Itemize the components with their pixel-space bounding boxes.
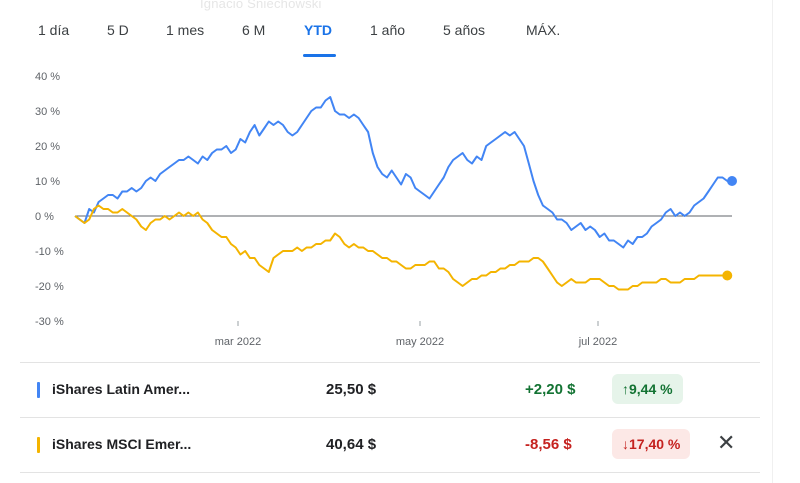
tab-5-d[interactable]: 5 D (107, 22, 129, 38)
series-end-marker (722, 270, 733, 281)
price-change: +2,20 $ (525, 381, 576, 398)
price-change: -8,56 $ (525, 436, 572, 453)
remove-comparison-icon[interactable]: ✕ (717, 430, 736, 455)
y-axis-ticks: 40 % 30 % 20 % 10 % 0 % -10 % -20 % -30 % (35, 71, 64, 328)
author-watermark: Ignacio Sniechowski (200, 0, 322, 11)
arrow-up-icon: ↑ (622, 381, 629, 397)
y-tick-label: -30 % (35, 316, 64, 328)
y-tick-label: 20 % (35, 141, 60, 153)
tab-6-m[interactable]: 6 M (242, 22, 266, 38)
fund-name[interactable]: iShares MSCI Emer... (52, 436, 192, 452)
series-color-swatch (37, 437, 40, 453)
x-axis-ticks: mar 2022 may 2022 jul 2022 (215, 321, 618, 348)
legend-row-latin-america[interactable]: iShares Latin Amer... 25,50 $ +2,20 $ ↑9… (20, 362, 760, 418)
active-tab-underline (303, 54, 336, 57)
tab-1-mes[interactable]: 1 mes (166, 22, 205, 38)
y-tick-label: -20 % (35, 281, 64, 293)
series-line-msci-emerging (74, 204, 728, 291)
tab-1-ano[interactable]: 1 año (370, 22, 406, 38)
y-tick-label: 10 % (35, 176, 60, 188)
percent-change-badge: ↓17,40 % (612, 429, 691, 459)
price-chart: 40 % 30 % 20 % 10 % 0 % -10 % -20 % -30 % mar 2… (35, 71, 737, 348)
y-tick-label: 40 % (35, 71, 60, 83)
percent-value: 17,40 % (629, 436, 681, 452)
legend-row-msci-emerging[interactable]: iShares MSCI Emer... 40,64 $ -8,56 $ ↓17… (20, 418, 760, 473)
range-tabs: 1 día 5 D 1 mes 6 M YTD 1 año 5 años MÁX… (0, 14, 800, 57)
fund-price: 25,50 $ (326, 381, 377, 398)
series-layer (74, 96, 737, 291)
comparison-legend: iShares Latin Amer... 25,50 $ +2,20 $ ↑9… (20, 362, 760, 473)
x-tick-label: may 2022 (396, 336, 444, 348)
tab-max[interactable]: MÁX. (526, 22, 561, 38)
y-tick-label: 30 % (35, 106, 60, 118)
x-tick-label: jul 2022 (578, 336, 618, 348)
series-line-latin-america (74, 96, 732, 249)
percent-change-badge: ↑9,44 % (612, 374, 683, 404)
percent-value: 9,44 % (629, 381, 673, 397)
arrow-down-icon: ↓ (622, 436, 629, 452)
panel-divider (772, 0, 773, 483)
y-tick-label: -10 % (35, 246, 64, 258)
x-tick-label: mar 2022 (215, 336, 261, 348)
y-tick-label: 0 % (35, 211, 54, 223)
fund-price: 40,64 $ (326, 436, 377, 453)
tab-ytd[interactable]: YTD (304, 22, 332, 38)
tab-5-anos[interactable]: 5 años (443, 22, 486, 38)
series-end-marker (727, 176, 737, 186)
fund-name[interactable]: iShares Latin Amer... (52, 381, 190, 397)
tab-1-dia[interactable]: 1 día (38, 22, 70, 38)
series-color-swatch (37, 382, 40, 398)
